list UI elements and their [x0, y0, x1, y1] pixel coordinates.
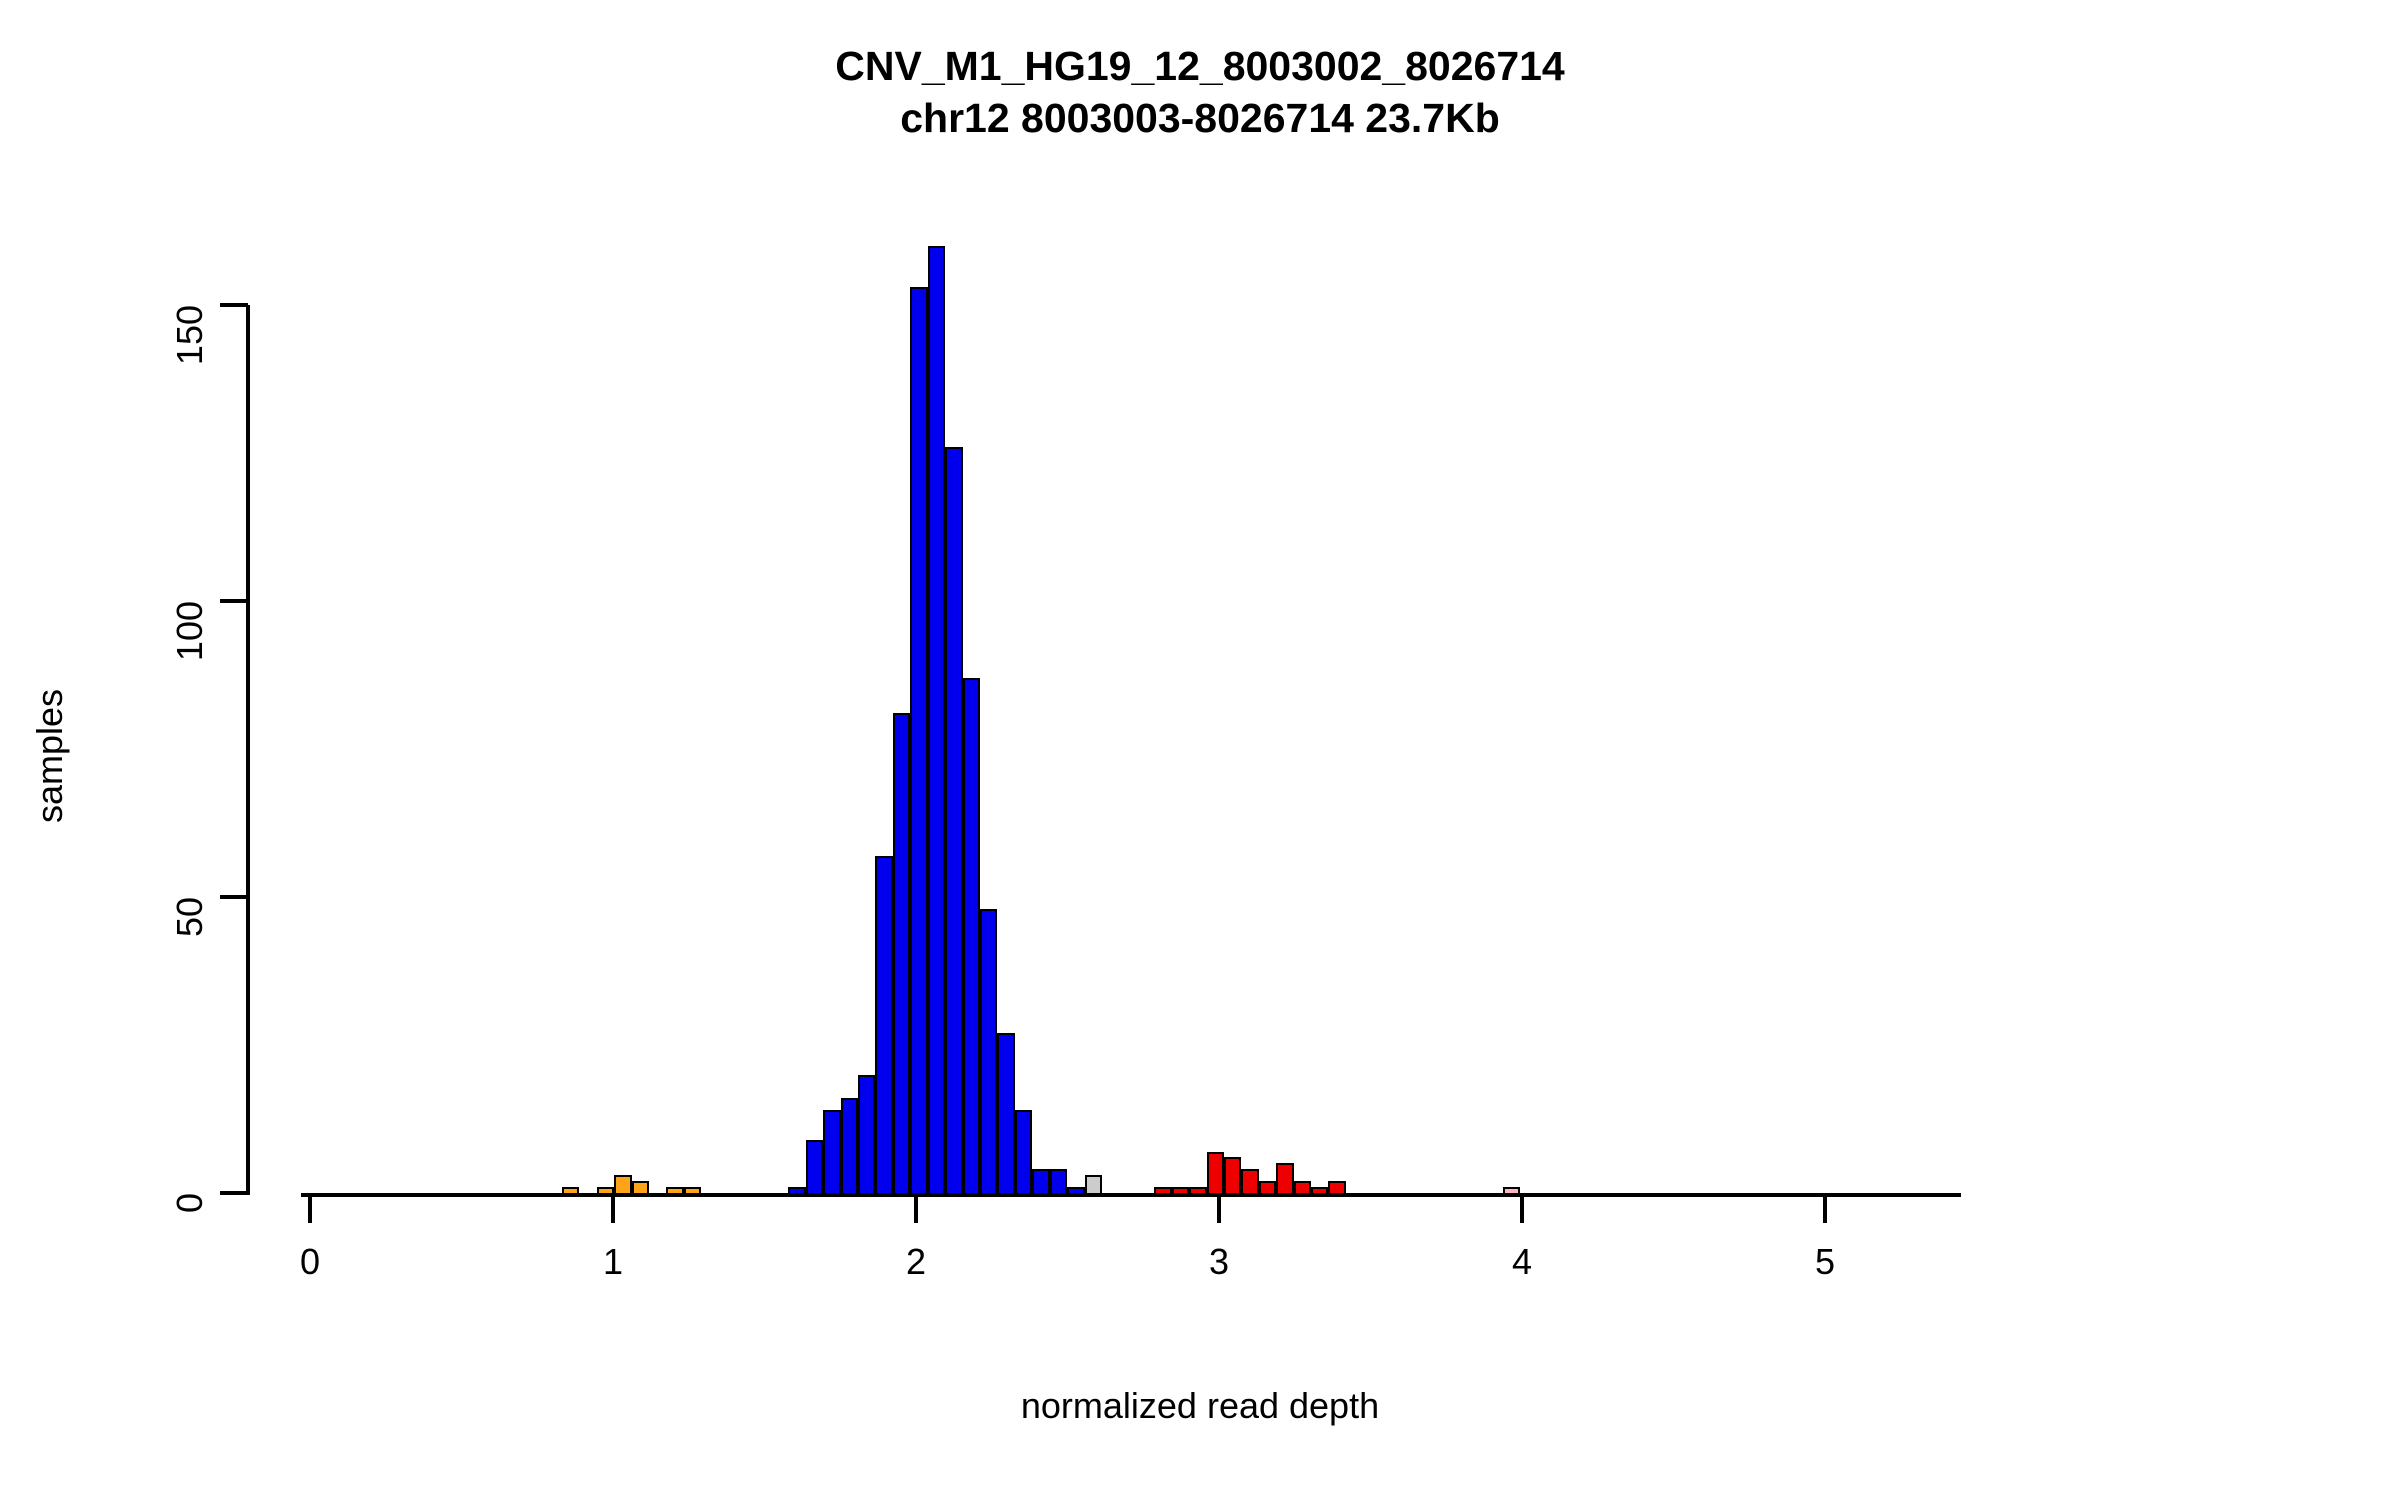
histogram-bar: [1206, 1151, 1224, 1195]
chart-title-line-1: CNV_M1_HG19_12_8003002_8026714: [835, 43, 1565, 89]
histogram-bar: [875, 855, 893, 1195]
histogram-bar: [1014, 1110, 1033, 1195]
y-axis-tick-label: 150: [169, 305, 210, 366]
histogram-bar: [945, 447, 963, 1195]
histogram-bar: [927, 245, 946, 1195]
y-axis-label: samples: [29, 688, 70, 824]
x-axis-tick-label: 3: [1208, 1241, 1230, 1282]
y-axis-tick-label: 100: [169, 601, 210, 662]
y-axis-tick: [220, 1191, 248, 1195]
histogram-bar: [805, 1139, 824, 1195]
x-axis-tick-label: 5: [1814, 1241, 1836, 1282]
y-axis-line: [246, 305, 250, 1195]
x-axis-tick-label: 4: [1511, 1241, 1533, 1282]
histogram-bar: [980, 908, 998, 1195]
histogram-bar: [858, 1074, 876, 1195]
chart-title-line-2: chr12 8003003-8026714 23.7Kb: [900, 95, 1500, 141]
x-axis-tick: [1823, 1197, 1827, 1223]
histogram-bar: [962, 677, 980, 1195]
histogram-bar: [1032, 1169, 1050, 1195]
x-axis-line: [300, 1193, 1962, 1197]
x-axis-label: normalized read depth: [1020, 1385, 1380, 1426]
histogram-bar: [910, 287, 928, 1195]
x-axis-tick: [1217, 1197, 1221, 1223]
x-axis-tick: [914, 1197, 918, 1223]
chart-title: CNV_M1_HG19_12_8003002_8026714 chr12 800…: [0, 40, 2400, 144]
x-axis-tick-label: 1: [602, 1241, 624, 1282]
histogram-bar: [840, 1098, 859, 1195]
x-axis-tick-label: 0: [299, 1241, 321, 1282]
y-axis-tick: [220, 599, 248, 603]
y-axis-tick-label: 0: [169, 1193, 210, 1214]
histogram-bar: [1276, 1163, 1294, 1195]
y-axis-tick: [220, 895, 248, 899]
histogram-bar: [892, 713, 911, 1195]
y-axis-tick: [220, 303, 248, 307]
histogram-bar: [997, 1033, 1015, 1195]
x-axis-tick-label: 2: [905, 1241, 927, 1282]
histogram-bar: [1049, 1169, 1068, 1195]
histogram-bar: [1223, 1157, 1242, 1195]
x-axis-tick: [611, 1197, 615, 1223]
histogram-bar: [1241, 1169, 1259, 1195]
y-axis-tick-label: 50: [169, 897, 210, 938]
x-axis-tick: [308, 1197, 312, 1223]
histogram-bar: [823, 1110, 841, 1195]
x-axis-tick: [1520, 1197, 1524, 1223]
